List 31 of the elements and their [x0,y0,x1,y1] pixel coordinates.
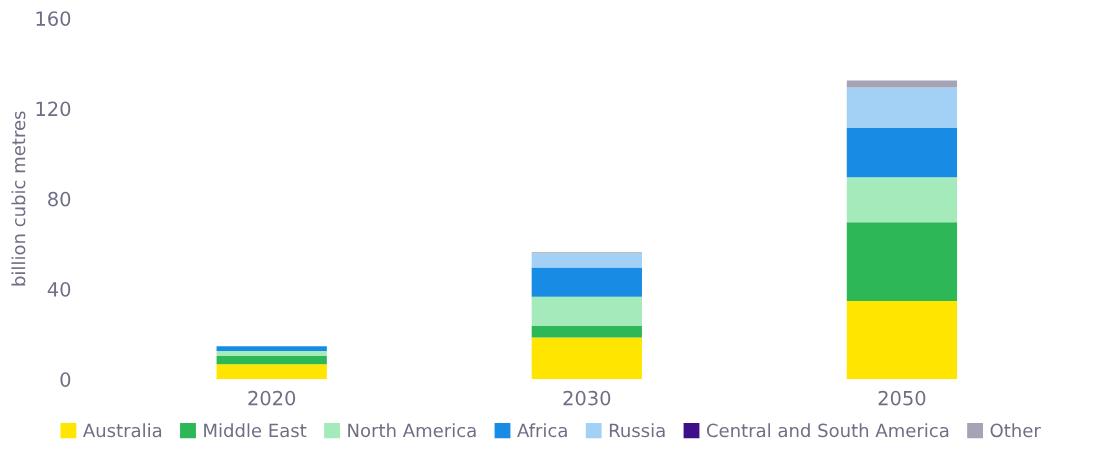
y-tick-label: 120 [36,101,71,117]
bar [216,356,327,365]
legend-label: Central and South America [706,423,949,438]
bar [846,222,958,302]
bar [531,337,642,380]
legend-label: Africa [517,423,567,438]
y-tick-label: 160 [36,11,71,26]
bar [846,177,958,223]
legend-label: North America [348,423,476,438]
legend-label: Russia [609,423,665,438]
y-axis-title: billion cubic metres [11,111,26,286]
bar [846,80,958,88]
bar [531,253,642,268]
legend-label: Australia [83,423,162,438]
x-tick-label: 2050 [878,390,926,406]
y-tick-label: 0 [60,372,71,387]
bar [216,351,327,357]
bar [216,364,327,380]
bar [531,326,642,338]
bar [846,301,958,380]
legend-label: Other [990,423,1041,438]
bar [846,127,958,178]
bar [531,296,642,327]
x-tick-label: 2020 [248,390,296,406]
bar [846,87,958,128]
y-tick-label: 40 [47,282,71,297]
bar [531,267,642,297]
x-tick-label: 2030 [563,390,611,406]
y-tick-label: 80 [48,191,71,207]
bar [216,346,327,352]
legend-label: Middle East [204,423,307,438]
